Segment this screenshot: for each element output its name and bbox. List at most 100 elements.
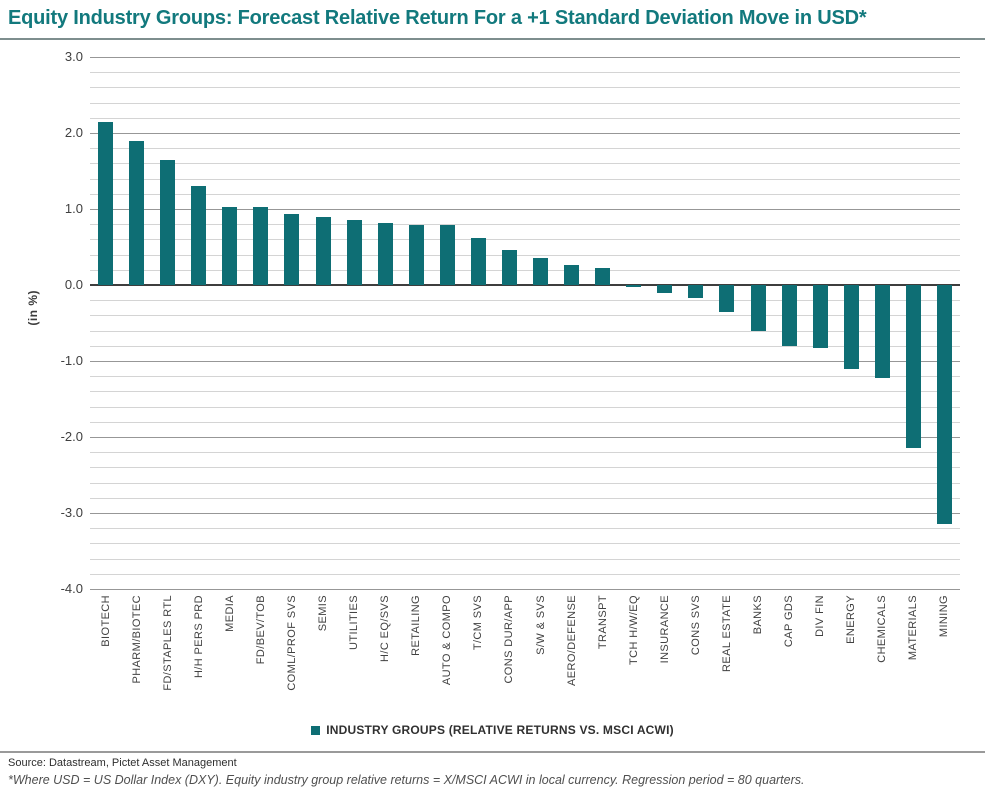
gridline bbox=[90, 224, 960, 226]
x-category-label: S/W & SVS bbox=[534, 595, 547, 655]
y-tick-label: -4.0 bbox=[60, 581, 83, 596]
bar bbox=[564, 265, 580, 285]
gridline bbox=[90, 87, 960, 89]
x-category-label: CAP GDS bbox=[783, 595, 796, 648]
x-category-label: RETAILING bbox=[410, 595, 423, 656]
y-tick-label: -3.0 bbox=[60, 505, 83, 520]
gridline bbox=[90, 573, 960, 575]
bar bbox=[98, 121, 114, 285]
bar bbox=[129, 140, 145, 285]
x-category-label: FD/STAPLES RTL bbox=[161, 595, 174, 691]
bar bbox=[688, 285, 704, 298]
gridline bbox=[90, 589, 960, 590]
gridline bbox=[90, 254, 960, 256]
y-tick-label: 0.0 bbox=[64, 277, 83, 292]
bar bbox=[191, 186, 207, 285]
bar bbox=[750, 285, 766, 331]
gridline bbox=[90, 57, 960, 58]
x-category-label: T/CM SVS bbox=[472, 595, 485, 651]
source-text: Source: Datastream, Pictet Asset Managem… bbox=[8, 757, 237, 769]
gridline bbox=[90, 345, 960, 347]
x-category-label: AUTO & COMPO bbox=[441, 595, 454, 686]
y-axis-label: (in %) bbox=[26, 290, 40, 326]
gridline bbox=[90, 148, 960, 150]
bar bbox=[905, 285, 921, 449]
bar bbox=[377, 223, 393, 285]
x-category-label: INSURANCE bbox=[658, 595, 671, 664]
bar bbox=[936, 285, 952, 525]
gridline bbox=[90, 391, 960, 393]
gridline bbox=[90, 269, 960, 271]
x-category-label: DIV FIN bbox=[814, 595, 827, 637]
y-tick-label: 3.0 bbox=[64, 49, 83, 64]
bar bbox=[719, 285, 735, 312]
gridline bbox=[90, 239, 960, 241]
x-category-label: CHEMICALS bbox=[876, 595, 889, 663]
x-category-label: BANKS bbox=[752, 595, 765, 635]
x-category-label: UTILITIES bbox=[348, 595, 361, 650]
legend-label: INDUSTRY GROUPS (RELATIVE RETURNS VS. MS… bbox=[326, 723, 674, 737]
bar bbox=[160, 160, 176, 285]
gridline bbox=[90, 437, 960, 438]
x-category-label: TRANSPT bbox=[596, 595, 609, 650]
zero-line bbox=[90, 284, 960, 286]
bar bbox=[657, 285, 673, 293]
footer-divider bbox=[0, 751, 985, 753]
gridline bbox=[90, 421, 960, 423]
y-tick-label: -2.0 bbox=[60, 429, 83, 444]
gridline bbox=[90, 178, 960, 180]
bar bbox=[284, 213, 300, 285]
gridline bbox=[90, 452, 960, 454]
gridline bbox=[90, 209, 960, 210]
bar bbox=[874, 285, 890, 378]
bar bbox=[470, 237, 486, 285]
plot-area bbox=[90, 57, 960, 590]
gridline bbox=[90, 300, 960, 302]
bar bbox=[439, 224, 455, 285]
x-category-label: PHARM/BIOTEC bbox=[130, 595, 143, 684]
bar bbox=[595, 268, 611, 285]
chart-title: Equity Industry Groups: Forecast Relativ… bbox=[8, 7, 867, 29]
gridline bbox=[90, 376, 960, 378]
bar bbox=[812, 285, 828, 349]
bar bbox=[533, 257, 549, 285]
gridline bbox=[90, 497, 960, 499]
x-category-label: COML/PROF SVS bbox=[285, 595, 298, 691]
x-category-label: MINING bbox=[938, 595, 951, 638]
x-category-label: TCH H/W/EQ bbox=[627, 595, 640, 665]
gridline bbox=[90, 133, 960, 134]
bar bbox=[843, 285, 859, 369]
gridline bbox=[90, 315, 960, 317]
x-category-label: AERO/DEFENSE bbox=[565, 595, 578, 686]
y-tick-label: 2.0 bbox=[64, 125, 83, 140]
bar bbox=[781, 285, 797, 346]
x-category-label: BIOTECH bbox=[99, 595, 112, 647]
footnote-text: *Where USD = US Dollar Index (DXY). Equi… bbox=[8, 773, 805, 787]
x-category-label: FD/BEV/TOB bbox=[254, 595, 267, 665]
y-tick-label: -1.0 bbox=[60, 353, 83, 368]
bar bbox=[222, 206, 238, 285]
x-category-label: MEDIA bbox=[223, 595, 236, 632]
gridline bbox=[90, 72, 960, 74]
x-category-label: SEMIS bbox=[317, 595, 330, 632]
bar bbox=[315, 217, 331, 285]
gridline bbox=[90, 558, 960, 560]
gridline bbox=[90, 543, 960, 545]
x-category-label: REAL ESTATE bbox=[720, 595, 733, 672]
gridline bbox=[90, 513, 960, 514]
gridline bbox=[90, 361, 960, 362]
x-category-label: H/H PERS PRD bbox=[192, 595, 205, 679]
bar bbox=[253, 207, 269, 285]
x-category-label: ENERGY bbox=[845, 595, 858, 644]
gridline bbox=[90, 102, 960, 104]
x-category-label: CONS DUR/APP bbox=[503, 595, 516, 684]
y-tick-label: 1.0 bbox=[64, 201, 83, 216]
bar bbox=[626, 285, 642, 287]
legend-swatch-icon bbox=[311, 725, 321, 735]
gridline bbox=[90, 482, 960, 484]
legend: INDUSTRY GROUPS (RELATIVE RETURNS VS. MS… bbox=[0, 721, 985, 739]
bar bbox=[346, 220, 362, 285]
x-category-label: H/C EQ/SVS bbox=[379, 595, 392, 662]
x-category-label: MATERIALS bbox=[907, 595, 920, 661]
